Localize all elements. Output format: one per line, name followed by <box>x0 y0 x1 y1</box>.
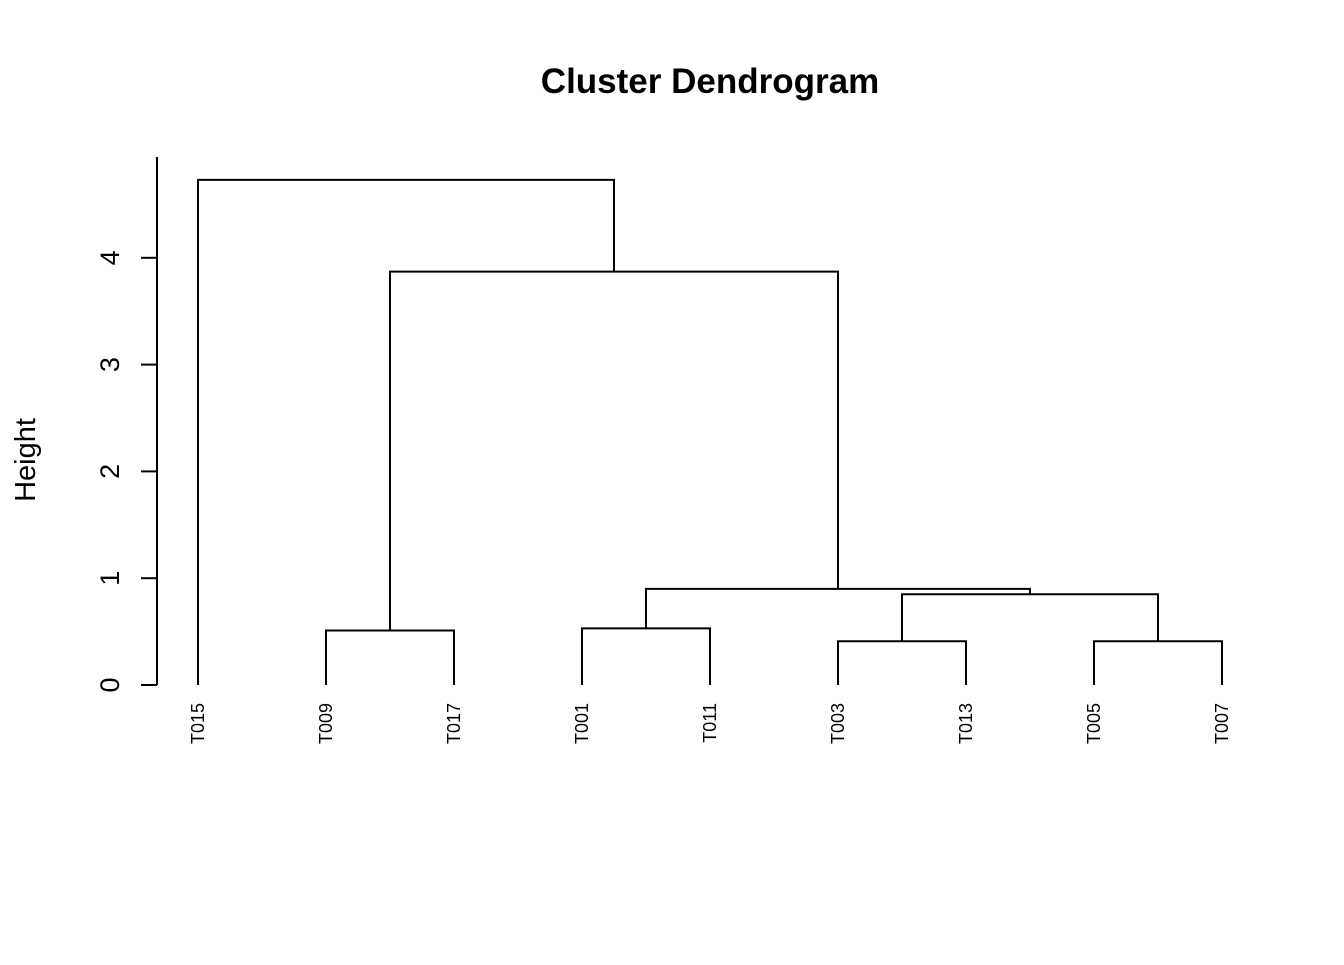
leaf-label: T007 <box>1212 703 1232 744</box>
dendrogram-link <box>837 640 967 685</box>
y-axis-title: Height <box>10 418 42 502</box>
leaf-label: T013 <box>956 703 976 744</box>
dendrogram-link <box>1093 640 1223 685</box>
leaf-label: T003 <box>828 703 848 744</box>
leaf-label: T015 <box>188 703 208 744</box>
chart-title: Cluster Dendrogram <box>541 62 879 101</box>
dendrogram-link <box>325 629 455 685</box>
dendrogram-link <box>581 627 711 685</box>
leaf-labels: T015 T009 T017 T001 T011 T003 T013 T005 T007 <box>188 703 1232 744</box>
leaf-label: T005 <box>1084 703 1104 744</box>
dendrogram-links <box>197 178 1223 685</box>
y-tick-label: 0 <box>95 677 125 692</box>
dendrogram-link <box>901 593 1159 642</box>
y-tick-label: 3 <box>95 357 125 372</box>
y-tick-label: 2 <box>95 464 125 479</box>
leaf-label: T011 <box>700 703 720 743</box>
y-tick-label: 1 <box>95 571 125 586</box>
leaf-label: T001 <box>572 703 592 744</box>
dendrogram-link <box>389 270 839 631</box>
leaf-label: T009 <box>316 703 336 744</box>
dendrogram-link <box>197 178 615 685</box>
leaf-label: T017 <box>444 703 464 744</box>
y-axis: 0 1 2 3 4 <box>95 157 158 693</box>
y-tick-label: 4 <box>95 250 125 265</box>
